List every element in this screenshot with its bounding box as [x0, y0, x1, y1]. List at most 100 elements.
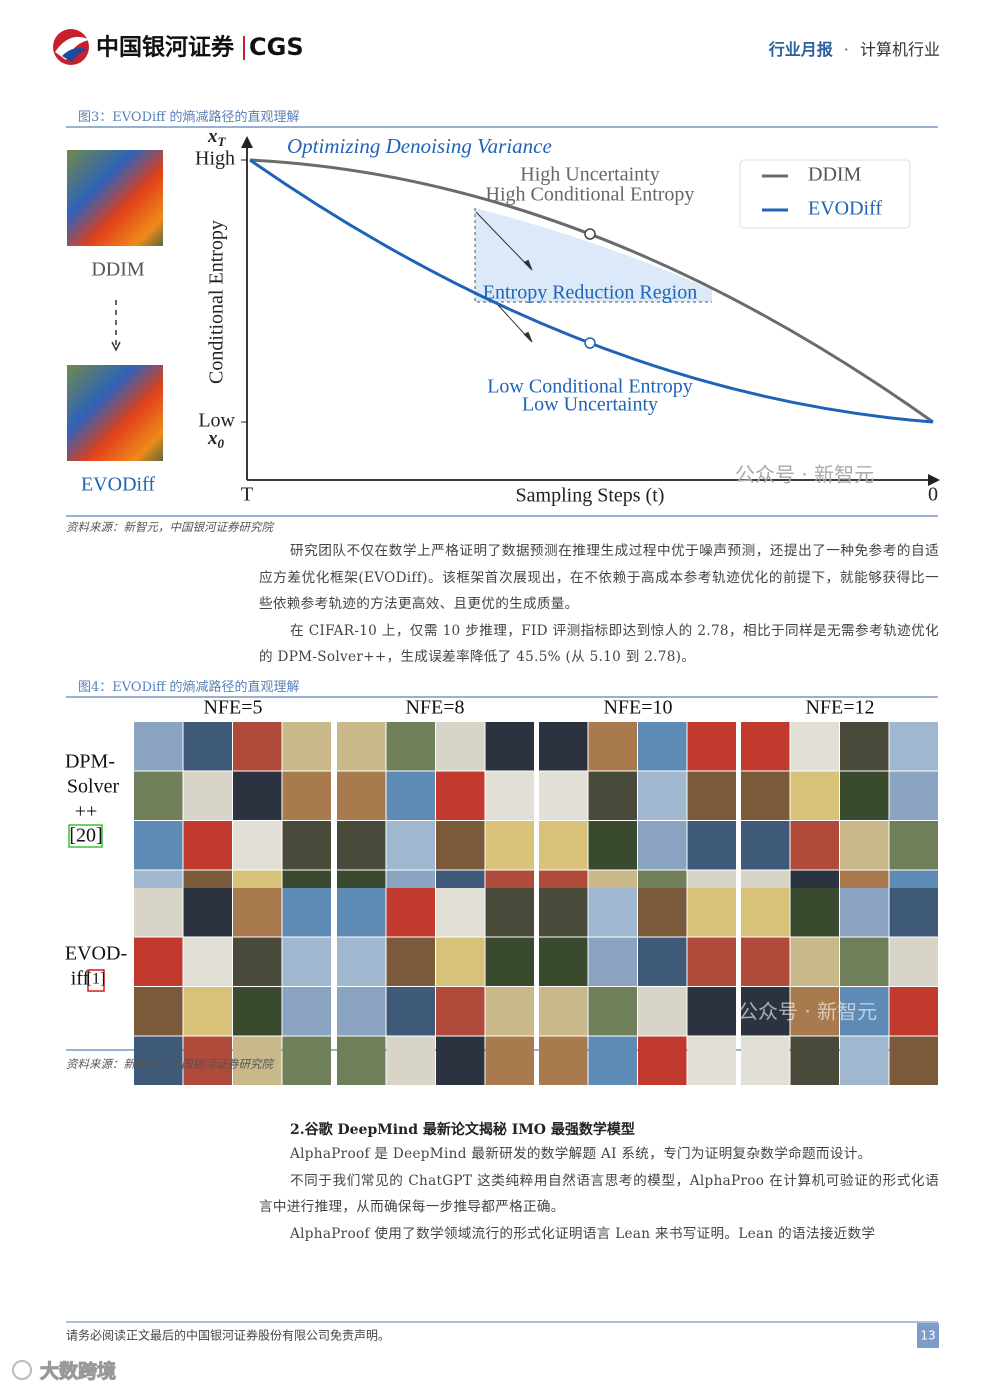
axis-symbol: x0	[207, 428, 225, 451]
region-border	[474, 208, 712, 303]
logo-swoosh	[62, 48, 88, 62]
image-cell	[741, 722, 790, 771]
image-cell	[386, 1036, 435, 1085]
image-cell	[386, 987, 435, 1036]
image-cell	[840, 1036, 889, 1085]
image-cell	[840, 771, 889, 820]
image-cell	[889, 771, 938, 820]
image-cell	[134, 771, 183, 820]
image-cell	[840, 722, 889, 771]
image-cell	[790, 821, 839, 870]
image-cell	[282, 722, 331, 771]
image-label: DDIM	[91, 259, 145, 281]
image-cell	[337, 771, 386, 820]
image-cell	[588, 888, 637, 937]
image-cell	[790, 937, 839, 986]
image-cell	[233, 937, 282, 986]
image-cell	[282, 821, 331, 870]
image-cell	[233, 987, 282, 1036]
image-cell	[337, 722, 386, 771]
image-cell	[638, 771, 687, 820]
watermark-icon	[12, 1360, 32, 1380]
image-cell	[183, 722, 232, 771]
image-cell	[889, 821, 938, 870]
figure-source: 资料来源：新智元，中国银河证券研究院	[66, 1057, 273, 1071]
paragraph: AlphaProof 是 DeepMind 最新研发的数学解题 AI 系统，专门…	[290, 1146, 872, 1162]
image-cell	[485, 888, 534, 937]
image-cell	[889, 937, 938, 986]
row-ref: [1]	[87, 971, 106, 988]
image-cell	[134, 937, 183, 986]
annotation: Low Conditional Entropy	[487, 376, 693, 398]
image-cell	[386, 888, 435, 937]
watermark: 公众号 · 新智元	[735, 463, 874, 487]
image-cell	[687, 771, 736, 820]
logo-swoosh	[55, 36, 90, 60]
watermark: 大数跨境	[40, 1360, 116, 1383]
row-label: DPM-	[65, 751, 115, 773]
image-cell	[183, 888, 232, 937]
row-label: ++	[75, 801, 98, 823]
row-label: iff	[71, 968, 90, 990]
page-number: 13	[920, 1329, 935, 1343]
image-cell	[436, 771, 485, 820]
disclaimer: 请务必阅读正文最后的中国银河证券股份有限公司免责声明。	[66, 1328, 390, 1343]
image-cell	[134, 987, 183, 1036]
image-cell	[741, 888, 790, 937]
image-cell	[790, 888, 839, 937]
image-cell	[386, 937, 435, 986]
paragraph: 研究团队不仅在数学上严格证明了数据预测在推理生成过程中优于噪声预测，还提出了一种…	[259, 543, 939, 613]
image-cell	[588, 937, 637, 986]
image-cell	[790, 987, 839, 1036]
image-cell	[282, 1036, 331, 1085]
image-cell	[840, 888, 889, 937]
annotation: Low Uncertainty	[522, 394, 658, 416]
annotation: High Conditional Entropy	[486, 184, 695, 206]
image-cell	[282, 771, 331, 820]
image-cell	[790, 1036, 839, 1085]
image-cell	[741, 771, 790, 820]
image-cell	[337, 937, 386, 986]
image-cell	[134, 722, 183, 771]
industry: 计算机行业	[859, 40, 940, 59]
image-cell	[889, 987, 938, 1036]
body-text: AlphaProof 是 DeepMind 最新研发的数学解题 AI 系统，专门…	[259, 1141, 939, 1247]
image-cell	[485, 722, 534, 771]
arrow	[475, 211, 531, 269]
image-cell	[687, 722, 736, 771]
image-cell	[539, 821, 588, 870]
image-cell	[134, 821, 183, 870]
image-cell	[638, 937, 687, 986]
image-cell	[687, 821, 736, 870]
image-cell	[638, 888, 687, 937]
separator: ·	[843, 40, 849, 59]
paragraph: AlphaProof 使用了数学领域流行的形式化证明语言 Lean 来书写证明。…	[290, 1225, 876, 1242]
image-cell	[790, 771, 839, 820]
column-header: NFE=12	[805, 697, 874, 719]
image-cell	[539, 937, 588, 986]
axis-symbol: xT	[207, 126, 227, 149]
image-cell	[539, 771, 588, 820]
y-tick-label: High	[195, 148, 235, 170]
point	[584, 337, 596, 349]
y-axis-label: Conditional Entropy	[206, 220, 228, 384]
logo-en: CGS	[249, 33, 304, 61]
image-cell	[588, 1036, 637, 1085]
image-cell	[840, 821, 889, 870]
row-label: Solver	[67, 776, 120, 798]
chart-title: Optimizing Denoising Variance	[287, 134, 552, 158]
image-cell	[282, 987, 331, 1036]
image-cell	[687, 987, 736, 1036]
paragraph: 不同于我们常见的 ChatGPT 这类纯粹用自然语言思考的模型，AlphaPro…	[259, 1172, 939, 1216]
image-cell	[485, 771, 534, 820]
image-cell	[282, 937, 331, 986]
image-cell	[183, 937, 232, 986]
column-header: NFE=10	[603, 697, 672, 719]
y-tick-label: Low	[198, 410, 235, 432]
image-cell	[436, 937, 485, 986]
ref-box	[87, 969, 105, 992]
paragraph: 在 CIFAR-10 上，仅需 10 步推理，FID 评测指标即达到惊人的 2.…	[259, 622, 939, 666]
image-cell	[233, 722, 282, 771]
image-cell	[233, 888, 282, 937]
